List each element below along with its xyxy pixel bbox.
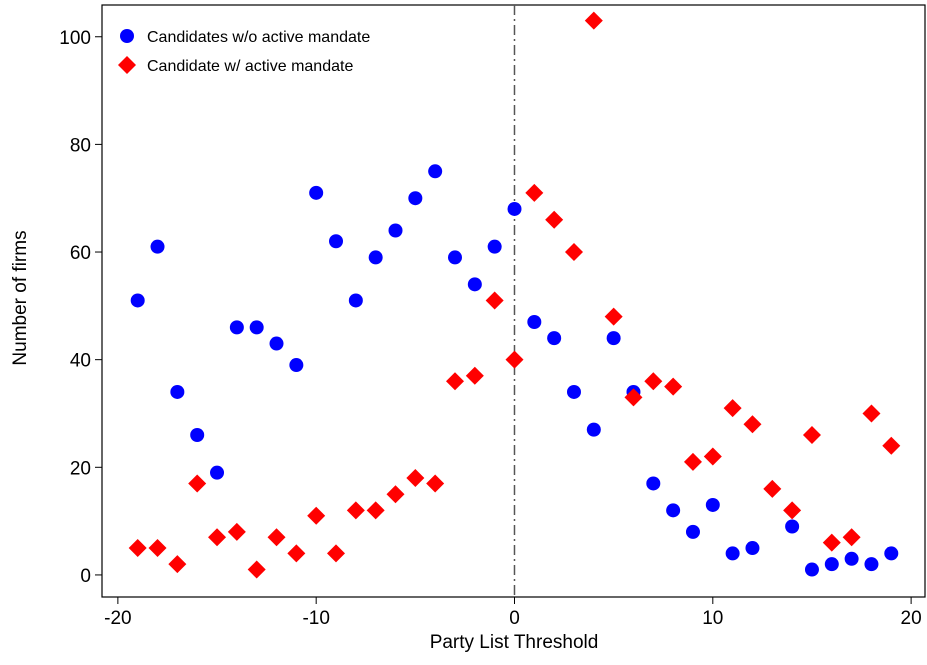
- data-point: [664, 377, 683, 396]
- data-point: [406, 469, 425, 488]
- data-point: [862, 404, 881, 423]
- data-point: [190, 428, 205, 443]
- data-point: [547, 331, 562, 346]
- data-point: [287, 544, 306, 563]
- data-point: [487, 239, 502, 254]
- x-axis-label: Party List Threshold: [430, 632, 599, 653]
- data-point: [307, 506, 326, 525]
- data-point: [128, 539, 147, 558]
- y-tick-label: 20: [70, 458, 91, 479]
- data-point: [208, 528, 227, 547]
- data-point: [723, 399, 742, 418]
- y-tick-label: 60: [70, 243, 91, 264]
- data-point: [882, 436, 901, 455]
- data-point: [130, 293, 145, 308]
- legend-marker: [120, 29, 134, 43]
- data-point: [386, 485, 405, 504]
- data-point: [210, 465, 225, 480]
- y-axis-label: Number of firms: [10, 230, 31, 365]
- x-tick-label: -20: [104, 608, 131, 629]
- data-point: [844, 551, 859, 566]
- data-point: [566, 384, 581, 399]
- data-point: [188, 474, 207, 493]
- data-point: [685, 524, 700, 539]
- data-point: [507, 201, 522, 216]
- data-point: [247, 560, 266, 579]
- data-point: [842, 528, 861, 547]
- data-point: [745, 541, 760, 556]
- data-point: [249, 320, 264, 335]
- data-point: [525, 183, 544, 202]
- data-point: [884, 546, 899, 561]
- data-point: [426, 474, 445, 493]
- x-tick-label: 0: [509, 608, 520, 629]
- data-point: [644, 372, 663, 391]
- data-point: [227, 522, 246, 541]
- data-point: [822, 533, 841, 552]
- y-tick-label: 100: [59, 28, 91, 49]
- data-point: [527, 314, 542, 329]
- data-point: [445, 372, 464, 391]
- data-point: [646, 476, 661, 491]
- legend-label: Candidates w/o active mandate: [147, 29, 370, 46]
- data-point: [170, 384, 185, 399]
- data-point: [388, 223, 403, 238]
- data-point: [505, 350, 524, 369]
- legend-marker: [118, 56, 136, 74]
- data-point: [150, 239, 165, 254]
- data-point: [269, 336, 284, 351]
- data-point: [545, 210, 564, 229]
- data-point: [465, 366, 484, 385]
- plot-frame: [101, 4, 926, 598]
- data-point: [428, 164, 443, 179]
- data-point: [683, 452, 702, 471]
- x-tick-label: 20: [901, 608, 922, 629]
- data-point: [485, 291, 504, 310]
- data-point: [824, 557, 839, 572]
- data-point: [864, 557, 879, 572]
- x-tick-label: 10: [702, 608, 723, 629]
- data-point: [366, 501, 385, 520]
- y-tick-label: 40: [70, 351, 91, 372]
- data-point: [289, 358, 304, 373]
- data-point: [763, 479, 782, 498]
- data-point: [348, 293, 363, 308]
- data-point: [346, 501, 365, 520]
- data-point: [229, 320, 244, 335]
- data-point: [267, 528, 286, 547]
- data-point: [327, 544, 346, 563]
- data-point: [467, 277, 482, 292]
- data-point: [783, 501, 802, 520]
- data-point: [743, 415, 762, 434]
- data-point: [368, 250, 383, 265]
- legend-label: Candidate w/ active mandate: [147, 58, 353, 75]
- data-point: [725, 546, 740, 561]
- y-tick-label: 0: [80, 566, 91, 587]
- data-point: [604, 307, 623, 326]
- x-tick-label: -10: [302, 608, 329, 629]
- y-tick-label: 80: [70, 135, 91, 156]
- data-point: [606, 331, 621, 346]
- data-point: [666, 503, 681, 518]
- data-point: [703, 447, 722, 466]
- data-point: [804, 562, 819, 577]
- data-point: [785, 519, 800, 534]
- data-point: [329, 234, 344, 249]
- data-point: [408, 191, 423, 206]
- data-point: [802, 426, 821, 445]
- data-point: [705, 497, 720, 512]
- data-point: [564, 243, 583, 262]
- data-point: [624, 388, 643, 407]
- data-point: [586, 422, 601, 437]
- data-point: [148, 539, 167, 558]
- data-point: [584, 11, 603, 30]
- data-point: [168, 555, 187, 574]
- data-point: [309, 185, 324, 200]
- data-point: [447, 250, 462, 265]
